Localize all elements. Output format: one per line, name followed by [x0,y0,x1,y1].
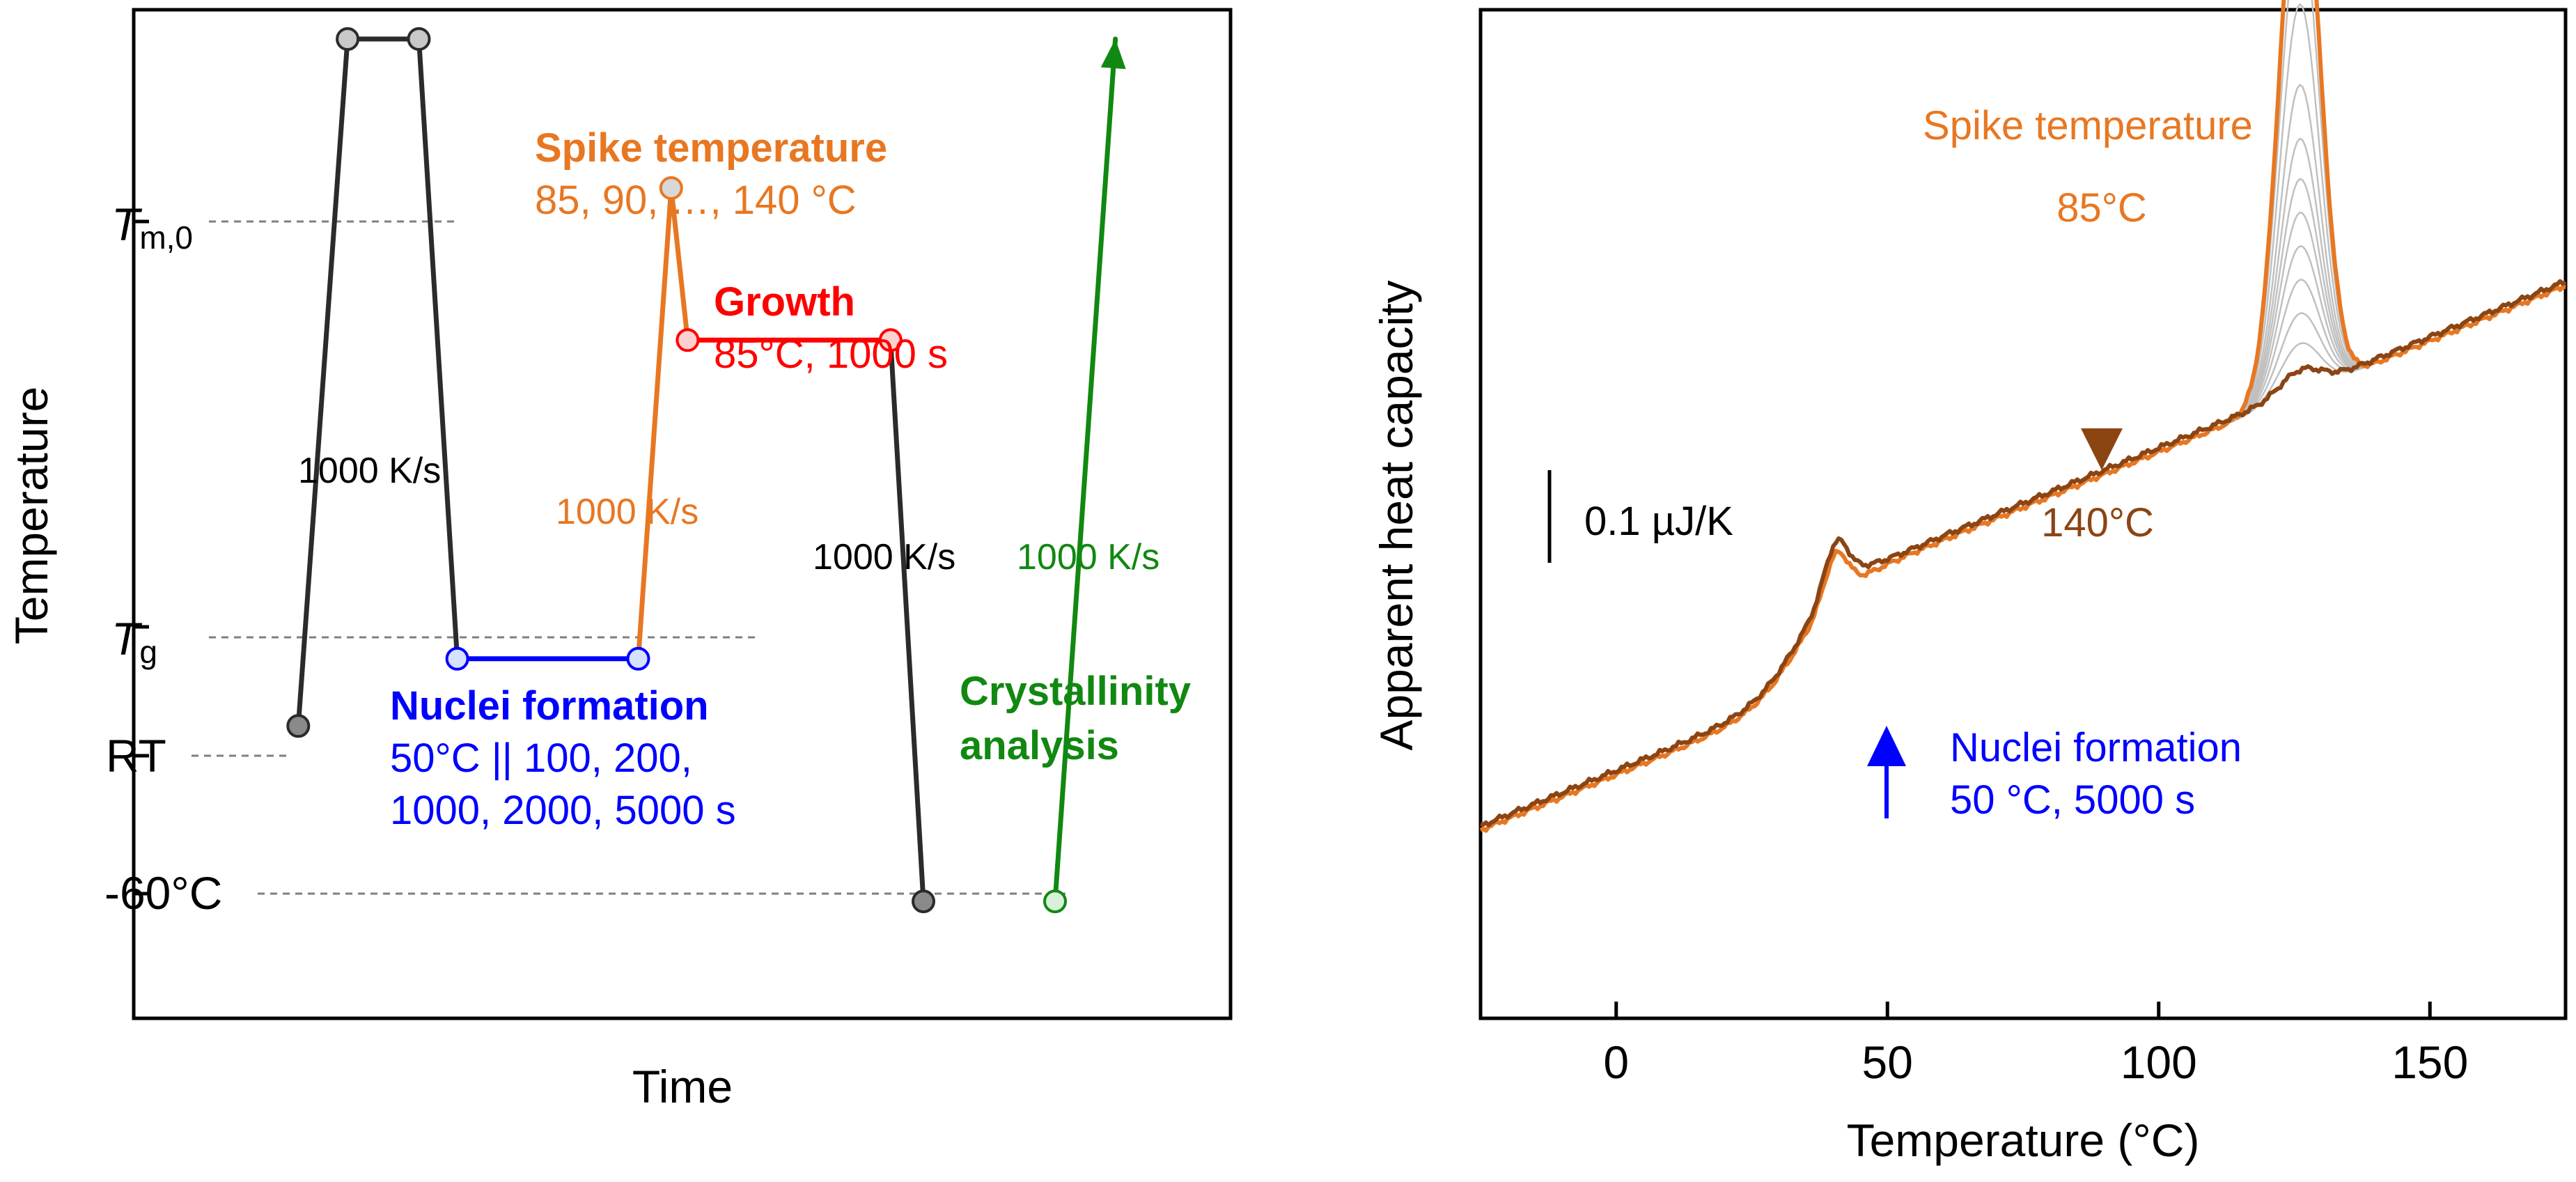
rate-label-analysis: 1000 K/s [1017,537,1160,577]
node-melt-protocol-1 [336,27,360,51]
segment-quench [888,337,926,904]
right-ylabel: Apparent heat capacity [1371,280,1422,750]
ylevel-tg-main: T [111,613,143,664]
segment-spike [636,187,690,662]
nuclei-detail-2: 1000, 2000, 5000 s [390,788,736,833]
right-xtick-label-100: 100 [2121,1036,2197,1088]
curve-100°C [1480,84,2566,831]
analysis-arrow-head [1100,38,1126,70]
protocol-panel: Tm,0 Tg RT -60°C Temperature Time 1000 K… [6,8,1233,1112]
segment-melt-protocol [295,36,460,729]
nuclei-detail-1: 50°C || 100, 200, [390,736,692,781]
curve-85°C [1479,0,2566,833]
right-xtick-label-50: 50 [1862,1036,1913,1088]
right-x-ticks: 0 50 100 150 [1603,1002,2468,1088]
rate-label-melt: 1000 K/s [298,451,441,491]
ylevel-tm0-sub: m,0 [139,219,193,256]
ylevel-tg-sub: g [139,634,157,670]
spike-top-label: 85°C [2056,185,2147,231]
scale-bar-label: 0.1 µJ/K [1584,499,1733,544]
spike-bottom-label: 140°C [2041,500,2154,545]
node-nuclei-formation-1 [626,646,650,671]
node-crystallinity-analysis-0 [1043,889,1067,914]
ylevel-minus60-label: -60°C [104,867,222,919]
nuclei-detail-right: 50 °C, 5000 s [1950,777,2195,823]
crystallinity-title-1: Crystallinity [960,669,1191,714]
segment-crystallinity-analysis [1052,36,1118,904]
heat-capacity-curves [1479,0,2567,833]
nuclei-title: Nuclei formation [390,683,709,729]
growth-title: Growth [714,279,855,325]
ylevel-rt-label: RT [106,730,166,781]
right-xlabel: Temperature (°C) [1847,1114,2200,1166]
right-xtick-label-150: 150 [2391,1036,2468,1088]
nuclei-title-right: Nuclei formation [1950,725,2242,770]
node-melt-protocol-2 [407,27,431,51]
spike-title: Spike temperature [535,125,887,171]
node-nuclei-formation-0 [445,646,469,671]
right-plot-frame [1478,8,2568,1020]
right-xtick-label-0: 0 [1603,1036,1629,1088]
spike-temp-title: Spike temperature [1923,103,2253,148]
crystallinity-title-2: analysis [960,723,1119,768]
left-ylabel: Temperature [6,387,57,645]
ylevel-tm0-label: Tm,0 [111,199,193,256]
curve-140°C [1480,279,2567,827]
protocol-segments [286,27,1126,914]
spike-detail: 85, 90, …, 140 °C [535,178,857,223]
left-plot-frame [132,8,1233,1020]
node-spike-1 [659,176,683,200]
heat-capacity-panel: 0 50 100 150 Temperature (°C) Apparent heat… [1371,0,2568,1166]
node-melt-protocol-0 [286,714,311,738]
nuclei-arrow-head [1867,726,1906,766]
ylevel-tg-label: Tg [111,613,157,670]
rate-label-quench: 1000 K/s [813,537,955,577]
node-quench-1 [912,889,935,914]
left-xlabel: Time [632,1061,733,1112]
ylevel-tm0-main: T [111,199,143,250]
growth-detail: 85°C, 1000 s [714,332,948,377]
spike-arrow-head [2081,428,2123,470]
node-growth-0 [676,328,700,352]
rate-label-spike: 1000 K/s [556,492,698,532]
node-growth-1 [878,328,903,352]
